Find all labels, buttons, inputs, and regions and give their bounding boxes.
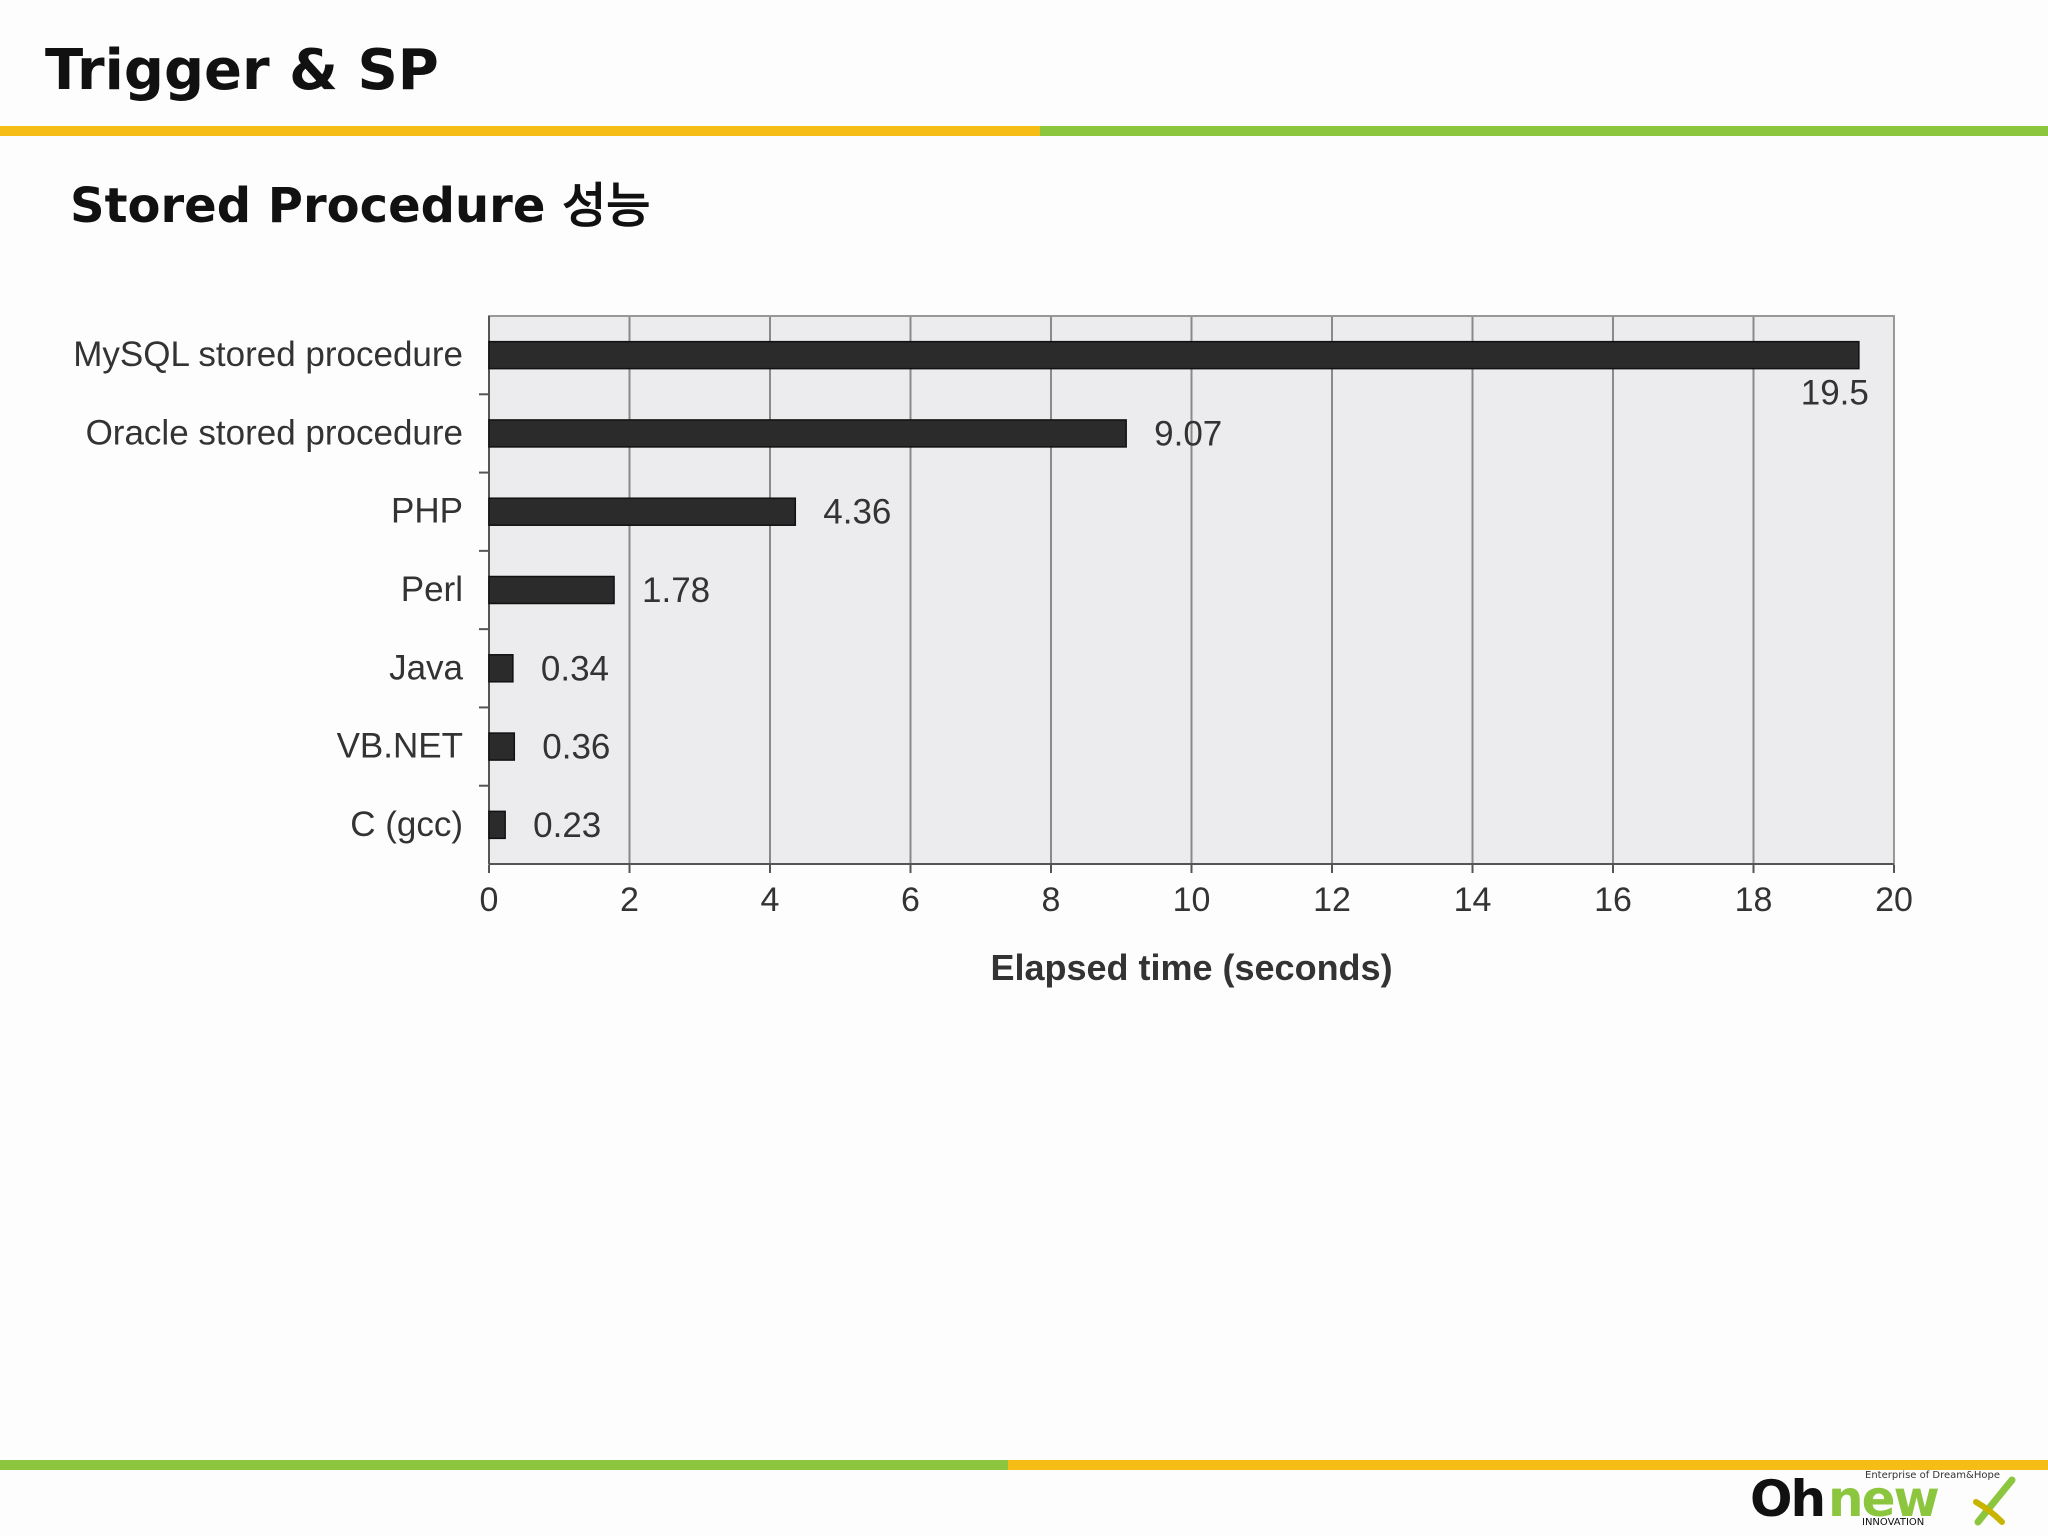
bar	[488, 419, 1127, 448]
bar	[488, 340, 1860, 370]
value-label: 1.78	[642, 571, 710, 610]
slide-subtitle: Stored Procedure 성능	[70, 178, 651, 234]
logo-text-new: new	[1828, 1470, 1940, 1528]
x-tick-label: 4	[761, 881, 780, 919]
bar	[488, 732, 516, 761]
x-tick-label: 2	[620, 881, 639, 919]
category-label: Perl	[401, 570, 463, 609]
header-rule-yellow	[0, 126, 1040, 136]
category-label: VB.NET	[337, 727, 463, 766]
logo-tagline: Enterprise of Dream&Hope	[1865, 1470, 2000, 1481]
ohnew-logo: Enterprise of Dream&Hope Oh new INNOVATI…	[1750, 1468, 2020, 1530]
x-tick-label: 20	[1875, 881, 1913, 919]
logo-subline: INNOVATION	[1862, 1517, 1925, 1528]
value-label: 4.36	[823, 493, 891, 532]
category-label: Oracle stored procedure	[86, 413, 463, 452]
bar	[488, 810, 506, 840]
footer-rule-green	[0, 1460, 1008, 1470]
category-label: Java	[389, 648, 463, 687]
header-rule-green	[1040, 126, 2048, 136]
category-label: PHP	[391, 492, 463, 531]
x-tick-label: 8	[1042, 881, 1061, 919]
x-axis-title: Elapsed time (seconds)	[990, 947, 1392, 988]
slide-title: Trigger & SP	[45, 38, 439, 103]
value-label: 19.5	[1801, 374, 1869, 413]
value-label: 0.36	[542, 728, 610, 767]
value-label: 0.23	[533, 806, 601, 845]
logo-text-oh: Oh	[1750, 1470, 1826, 1528]
x-tick-label: 10	[1173, 881, 1211, 919]
category-label: MySQL stored procedure	[73, 335, 463, 374]
x-tick-label: 6	[901, 881, 920, 919]
x-tick-label: 16	[1594, 881, 1632, 919]
footer-rule-yellow	[1008, 1460, 2048, 1470]
x-tick-label: 0	[480, 881, 499, 919]
bar	[488, 654, 514, 683]
x-tick-label: 12	[1313, 881, 1351, 919]
x-tick-label: 18	[1735, 881, 1773, 919]
bar	[488, 497, 797, 526]
category-label: C (gcc)	[350, 805, 463, 844]
x-tick-label: 14	[1454, 881, 1492, 919]
value-label: 9.07	[1154, 414, 1222, 453]
value-label: 0.34	[541, 649, 609, 688]
bar-chart: 0 2 4 6 8 10 12 14 16 18 20 MySQL stored procedure 1…	[73, 315, 1913, 988]
logo-swoosh-icon	[1973, 1476, 2016, 1526]
bar	[488, 575, 615, 605]
